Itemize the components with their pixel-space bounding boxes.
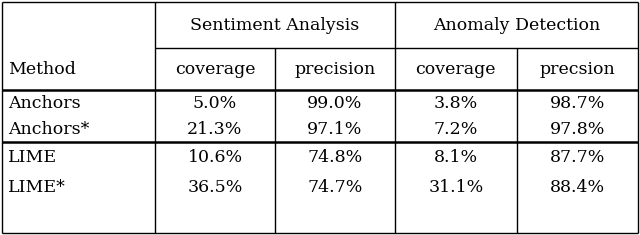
Text: 31.1%: 31.1% [428, 179, 483, 196]
Text: 8.1%: 8.1% [434, 149, 478, 167]
Text: LIME*: LIME* [8, 179, 66, 196]
Text: 5.0%: 5.0% [193, 94, 237, 111]
Text: coverage: coverage [175, 60, 255, 78]
Text: Anchors*: Anchors* [8, 121, 90, 137]
Text: precision: precision [294, 60, 376, 78]
Text: 74.7%: 74.7% [307, 179, 363, 196]
Text: 87.7%: 87.7% [550, 149, 605, 167]
Text: 3.8%: 3.8% [434, 94, 478, 111]
Text: Sentiment Analysis: Sentiment Analysis [190, 16, 360, 34]
Text: 7.2%: 7.2% [433, 121, 478, 137]
Text: 97.8%: 97.8% [550, 121, 605, 137]
Text: 21.3%: 21.3% [188, 121, 243, 137]
Text: LIME: LIME [8, 149, 57, 167]
Text: 88.4%: 88.4% [550, 179, 605, 196]
Text: 10.6%: 10.6% [188, 149, 243, 167]
Text: Method: Method [8, 60, 76, 78]
Text: 36.5%: 36.5% [188, 179, 243, 196]
Text: Anchors: Anchors [8, 94, 81, 111]
Text: precsion: precsion [540, 60, 615, 78]
Text: 74.8%: 74.8% [307, 149, 363, 167]
Text: coverage: coverage [415, 60, 496, 78]
Text: 97.1%: 97.1% [307, 121, 363, 137]
Text: 99.0%: 99.0% [307, 94, 363, 111]
Text: Anomaly Detection: Anomaly Detection [433, 16, 600, 34]
Text: 98.7%: 98.7% [550, 94, 605, 111]
